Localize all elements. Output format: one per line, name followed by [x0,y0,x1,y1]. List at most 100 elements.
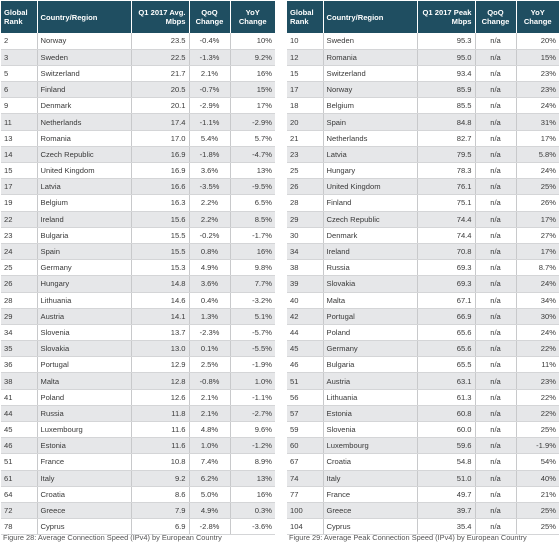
cell-country: France [36,453,131,471]
cell-yoy-change: -3.6% [229,518,275,536]
cell-mbps: 15.3 [130,259,189,277]
cell-global-rank: 42 [287,308,323,325]
table-row: 57 Estonia 60.8 n/a 22% [287,405,559,423]
cell-country: Belgium [322,97,417,115]
cell-yoy-change: 25% [515,421,559,439]
cell-global-rank: 20 [287,113,323,131]
table-header-row: Global Rank Country/Region Q1 2017 Peak … [287,1,559,33]
cell-country: Slovakia [36,340,131,358]
cell-mbps: 11.6 [130,421,189,439]
table-row: 59 Slovenia 60.0 n/a 25% [287,421,559,439]
cell-global-rank: 74 [287,470,323,487]
cell-yoy-change: 15% [515,49,559,66]
cell-mbps: 21.7 [130,65,189,83]
cell-mbps: 12.6 [130,389,189,406]
table-row: 34 Slovenia 13.7 -2.3% -5.7% [1,324,275,342]
cell-country: Malta [322,292,417,309]
cell-yoy-change: 8.9% [229,453,275,471]
cell-yoy-change: 7.7% [229,275,275,293]
header-country-region: Country/Region [36,1,131,33]
cell-yoy-change: 22% [515,389,559,406]
cell-qoq-change: -2.9% [188,97,230,115]
table-row: 51 Austria 63.1 n/a 23% [287,372,559,390]
cell-yoy-change: 20% [515,33,559,50]
cell-country: Greece [36,502,131,520]
cell-global-rank: 29 [1,308,37,325]
cell-qoq-change: n/a [474,518,516,536]
cell-global-rank: 61 [1,470,37,487]
cell-mbps: 23.5 [130,33,189,50]
cell-yoy-change: 9.8% [229,259,275,277]
cell-yoy-change: 6.5% [229,194,275,212]
cell-mbps: 49.7 [416,486,475,503]
cell-yoy-change: 16% [229,65,275,83]
cell-qoq-change: n/a [474,65,516,83]
header-global-rank: Global Rank [4,8,28,26]
cell-mbps: 70.8 [416,243,475,261]
cell-global-rank: 19 [1,194,37,212]
cell-global-rank: 45 [1,421,37,439]
table-row: 38 Malta 12.8 -0.8% 1.0% [1,372,275,390]
cell-qoq-change: n/a [474,470,516,487]
cell-mbps: 16.6 [130,178,189,196]
cell-yoy-change: 34% [515,292,559,309]
cell-qoq-change: n/a [474,194,516,212]
cell-qoq-change: n/a [474,211,516,228]
table-row: 42 Portugal 66.9 n/a 30% [287,308,559,325]
cell-yoy-change: 25% [515,502,559,520]
cell-qoq-change: n/a [474,292,516,309]
cell-global-rank: 2 [1,33,37,50]
cell-qoq-change: -2.3% [188,324,230,342]
cell-qoq-change: 0.1% [188,340,230,358]
cell-country: Switzerland [36,65,131,83]
cell-qoq-change: -0.4% [188,33,230,50]
cell-country: Ireland [36,211,131,228]
table-row: 13 Romania 17.0 5.4% 5.7% [1,130,275,147]
cell-qoq-change: 3.6% [188,275,230,293]
cell-yoy-change: 54% [515,453,559,471]
cell-yoy-change: 24% [515,324,559,342]
cell-mbps: 22.5 [130,49,189,66]
cell-country: Denmark [322,227,417,244]
table-row: 2 Norway 23.5 -0.4% 10% [1,33,275,50]
cell-yoy-change: 9.6% [229,421,275,439]
table-row: 9 Denmark 20.1 -2.9% 17% [1,97,275,115]
cell-qoq-change: n/a [474,243,516,261]
cell-yoy-change: 5.7% [229,130,275,147]
table-row: 28 Finland 75.1 n/a 26% [287,194,559,212]
cell-global-rank: 41 [1,389,37,406]
cell-yoy-change: 17% [229,97,275,115]
cell-global-rank: 9 [1,97,37,115]
cell-qoq-change: 1.0% [188,437,230,455]
cell-qoq-change: -0.7% [188,81,230,99]
cell-global-rank: 18 [287,97,323,115]
cell-country: Poland [36,389,131,406]
cell-global-rank: 14 [1,146,37,164]
header-yoy-change: YoY Change [229,1,275,33]
cell-global-rank: 21 [287,130,323,147]
table-row: 21 Netherlands 82.7 n/a 17% [287,130,559,147]
cell-qoq-change: n/a [474,502,516,520]
table-row: 41 Poland 12.6 2.1% -1.1% [1,389,275,406]
cell-mbps: 60.0 [416,421,475,439]
cell-yoy-change: 23% [515,81,559,99]
cell-global-rank: 3 [1,49,37,66]
table-row: 104 Cyprus 35.4 n/a 25% [287,518,559,536]
cell-country: Czech Republic [36,146,131,164]
cell-global-rank: 15 [287,65,323,83]
cell-country: Sweden [322,33,417,50]
cell-country: Spain [322,113,417,131]
cell-yoy-change: 0.3% [229,502,275,520]
cell-mbps: 12.9 [130,356,189,374]
table-row: 14 Czech Republic 16.9 -1.8% -4.7% [1,146,275,164]
cell-qoq-change: n/a [474,259,516,277]
cell-yoy-change: -1.9% [515,437,559,455]
cell-mbps: 17.0 [130,130,189,147]
cell-global-rank: 77 [287,486,323,503]
cell-qoq-change: n/a [474,275,516,293]
cell-mbps: 15.5 [130,243,189,261]
cell-country: United Kingdom [36,162,131,180]
table-row: 26 Hungary 14.8 3.6% 7.7% [1,275,275,293]
table-row: 6 Finland 20.5 -0.7% 15% [1,81,275,99]
table-row: 15 Switzerland 93.4 n/a 23% [287,65,559,83]
